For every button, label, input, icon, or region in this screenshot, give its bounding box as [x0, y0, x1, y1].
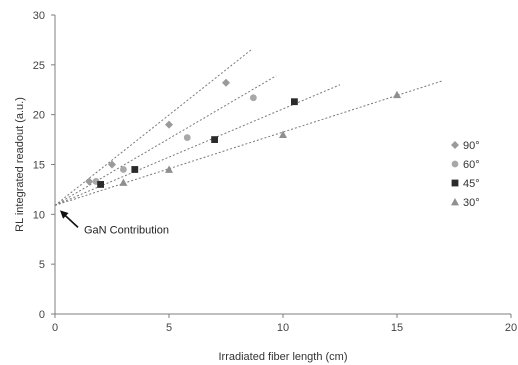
legend-marker-90deg	[451, 141, 459, 149]
legend-label-45deg: 45°	[463, 178, 480, 190]
data-point-90deg	[165, 120, 173, 129]
y-tick-label: 15	[33, 160, 45, 172]
axes	[51, 14, 512, 318]
data-point-90deg	[222, 78, 230, 87]
trendline-90deg	[54, 49, 252, 206]
data-point-45deg	[97, 181, 104, 188]
data-point-30deg	[279, 130, 287, 138]
x-axis-title: Irradiated fiber length (cm)	[219, 351, 348, 363]
annotation: GaN Contribution	[60, 210, 169, 236]
legend-label-90deg: 90°	[463, 140, 480, 152]
trendline-30deg	[54, 80, 443, 206]
legend-marker-30deg	[451, 198, 459, 206]
trendline-60deg	[54, 75, 277, 206]
y-tick-label: 25	[33, 60, 45, 72]
data-point-90deg	[85, 177, 94, 186]
legend: 90° 60° 45° 30°	[451, 140, 480, 209]
data-point-60deg	[249, 94, 257, 102]
legend-label-60deg: 60°	[463, 159, 480, 171]
legend-label-30deg: 30°	[463, 197, 480, 209]
annotation-text: GaN Contribution	[84, 224, 169, 236]
data-point-30deg	[119, 178, 128, 186]
tick-labels: 0 5 10 15 20 0 5 10 15 20 25 30	[33, 10, 517, 334]
data-point-45deg	[211, 136, 218, 143]
x-tick-label: 15	[391, 322, 403, 334]
trendlines	[54, 49, 443, 206]
y-axis-title: RL integrated readout (a.u.)	[14, 97, 26, 232]
data-point-30deg	[165, 165, 173, 173]
x-tick-label: 5	[166, 322, 172, 334]
x-tick-label: 0	[52, 322, 58, 334]
data-point-60deg	[183, 134, 191, 141]
legend-marker-60deg	[451, 160, 459, 168]
y-tick-label: 20	[33, 110, 45, 122]
data-points	[85, 78, 401, 188]
legend-marker-45deg	[451, 179, 459, 187]
y-tick-label: 10	[33, 209, 45, 221]
y-tick-label: 0	[39, 309, 45, 321]
data-point-45deg	[291, 98, 298, 106]
data-point-60deg	[120, 166, 127, 173]
data-point-30deg	[393, 90, 401, 99]
annotation-arrow	[63, 213, 79, 228]
annotation-arrow-head	[60, 210, 69, 219]
x-tick-label: 20	[505, 322, 517, 334]
y-tick-label: 5	[39, 259, 45, 271]
data-point-90deg	[108, 160, 116, 169]
y-tick-label: 30	[33, 10, 45, 22]
data-point-45deg	[131, 166, 139, 173]
x-tick-label: 10	[277, 322, 289, 334]
